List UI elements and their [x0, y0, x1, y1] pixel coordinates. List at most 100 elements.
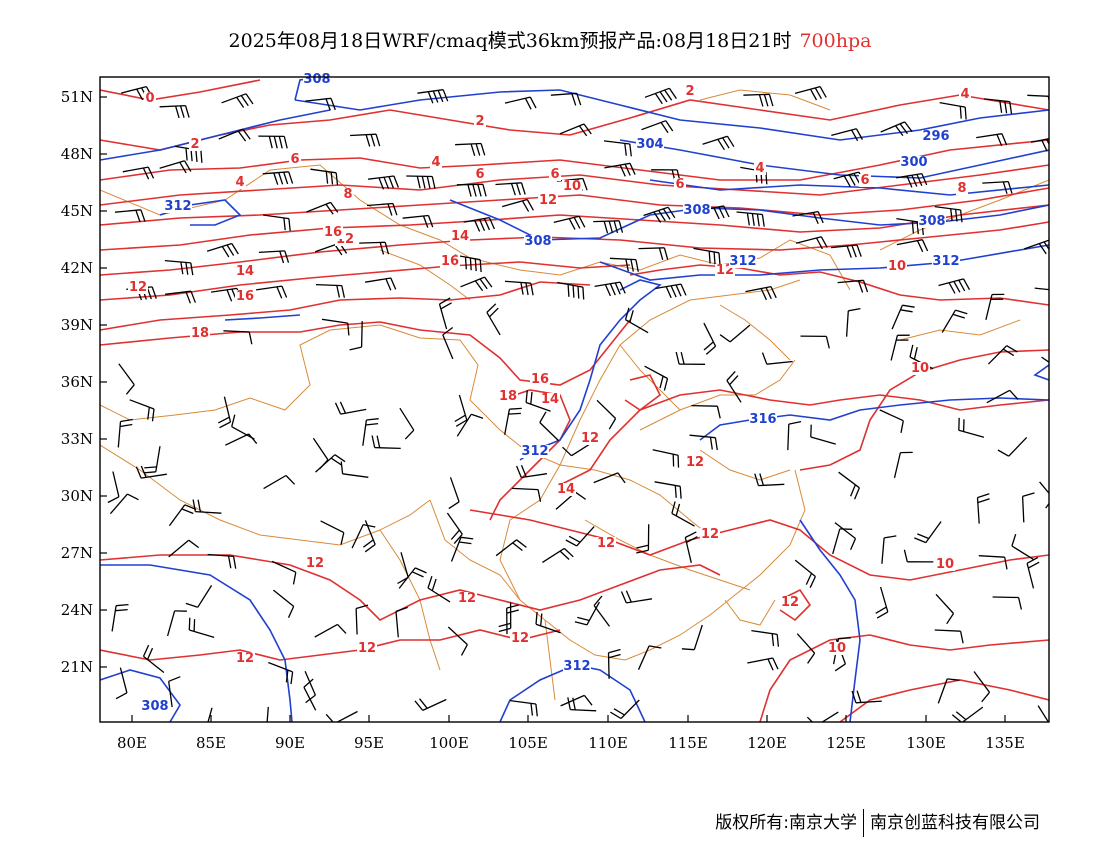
lon-tick-label: 90E [275, 734, 305, 752]
wind-barb-feather [846, 245, 852, 258]
wind-barb-feather [875, 606, 887, 614]
temperature-label: 18 [499, 389, 517, 404]
wind-barb [159, 104, 186, 108]
wind-barb-feather [525, 390, 528, 403]
wind-barb-feather [756, 213, 760, 227]
wind-barb [758, 483, 785, 487]
wind-barb-feather [469, 257, 472, 271]
wind-barb-feather [509, 407, 522, 410]
wind-barb-feather [460, 536, 474, 540]
wind-barb-feather [577, 286, 580, 299]
wind-barb-feather [705, 345, 717, 355]
wind-barb-feather [723, 205, 730, 218]
height-label: 308 [918, 214, 945, 229]
wind-barb-feather [226, 244, 235, 256]
wind-barb-feather [366, 418, 379, 421]
wind-barb [495, 182, 522, 186]
border-line [100, 444, 431, 546]
wind-barb-feather [340, 461, 344, 474]
wind-barb [312, 437, 329, 461]
wind-barb-feather [416, 176, 421, 189]
wind-barb-feather [610, 711, 622, 720]
wind-barb-feather [948, 282, 956, 294]
wind-barb-feather [231, 243, 239, 255]
wind-barb-feather [488, 217, 495, 230]
temperature-label: 10 [888, 259, 906, 274]
wind-barb-feather [1059, 372, 1063, 384]
wind-barb-feather [279, 251, 285, 264]
wind-barb [460, 276, 485, 288]
wind-barb-feather [573, 217, 581, 229]
wind-barb-feather [427, 575, 433, 589]
wind-barb-feather [820, 236, 828, 248]
border-line [499, 464, 561, 601]
wind-barb-feather [658, 210, 666, 222]
wind-barb-feather [340, 532, 345, 545]
height-contour [100, 109, 331, 161]
wind-barb [986, 389, 1011, 404]
wind-barb-feather [659, 91, 668, 103]
wind-barb-feather [450, 529, 460, 540]
wind-barb-feather [1001, 133, 1008, 146]
wind-barb [987, 345, 1008, 365]
border-line [719, 304, 791, 361]
wind-barb-feather [771, 633, 775, 647]
wind-barb-feather [184, 160, 192, 172]
lat-tick-label: 48N [61, 145, 93, 163]
lat-tick-label: 45N [61, 202, 93, 220]
wind-barb-feather [1006, 345, 1018, 353]
wind-barb-feather [190, 290, 197, 303]
wind-barb-feather [278, 136, 283, 149]
wind-barb [350, 133, 377, 137]
height-labels: 308 312 304 300 296 308 308 308 312 312 316 312 312 3… [141, 72, 960, 714]
height-label: 308 [524, 234, 551, 249]
wind-barb-feather [567, 284, 570, 297]
border-line [699, 89, 831, 111]
wind-barb-feather [636, 544, 649, 549]
wind-barb-feather [900, 309, 913, 313]
lat-tick-label: 36N [61, 373, 93, 391]
temperature-contour [100, 79, 261, 101]
wind-barb [321, 318, 348, 324]
wind-barb-feather [921, 239, 929, 252]
wind-barb [832, 528, 841, 555]
wind-barb-feather [195, 149, 198, 163]
lon-tick-label: 95E [354, 734, 384, 752]
wind-barb-feather [480, 143, 486, 156]
wind-barb [891, 304, 903, 330]
wind-barb-feather [1055, 369, 1059, 381]
wind-barb-feather [583, 695, 593, 706]
wind-barb-feather [535, 703, 538, 717]
wind-barb-feather [959, 631, 964, 644]
wind-barb-feather [1007, 181, 1013, 194]
wind-barb [449, 477, 460, 503]
wind-barb-feather [955, 711, 967, 721]
wind-barb-feather [613, 708, 625, 716]
lon-tick-label: 135E [985, 734, 1025, 752]
wind-barb-feather [192, 499, 197, 512]
wind-barb-feather [411, 571, 424, 578]
wind-barb-feather [709, 437, 713, 450]
wind-barb [231, 426, 255, 440]
wind-barb [271, 560, 297, 573]
wind-barb [976, 133, 1002, 139]
temperature-contour [799, 349, 1049, 471]
wind-barb-feather [658, 247, 664, 260]
wind-barb-feather [179, 161, 187, 174]
lon-tick-label: 110E [588, 734, 628, 752]
pressure-level: 700hpa [799, 30, 872, 52]
wind-barb [446, 512, 463, 535]
wind-barb-feather [1009, 101, 1013, 114]
wind-barb-feather [1041, 139, 1048, 152]
wind-barb [121, 85, 147, 94]
temperature-contour [469, 509, 1049, 581]
wind-barb [626, 598, 653, 604]
wind-barb-feather [1004, 557, 1008, 570]
wind-barb-feather [442, 89, 449, 102]
wind-barb-feather [248, 331, 253, 345]
wind-barb [881, 537, 885, 564]
wind-barb-feather [383, 176, 390, 189]
wind-barb [556, 177, 583, 182]
wind-barb [535, 623, 561, 634]
temperature-label: 14 [236, 264, 254, 279]
